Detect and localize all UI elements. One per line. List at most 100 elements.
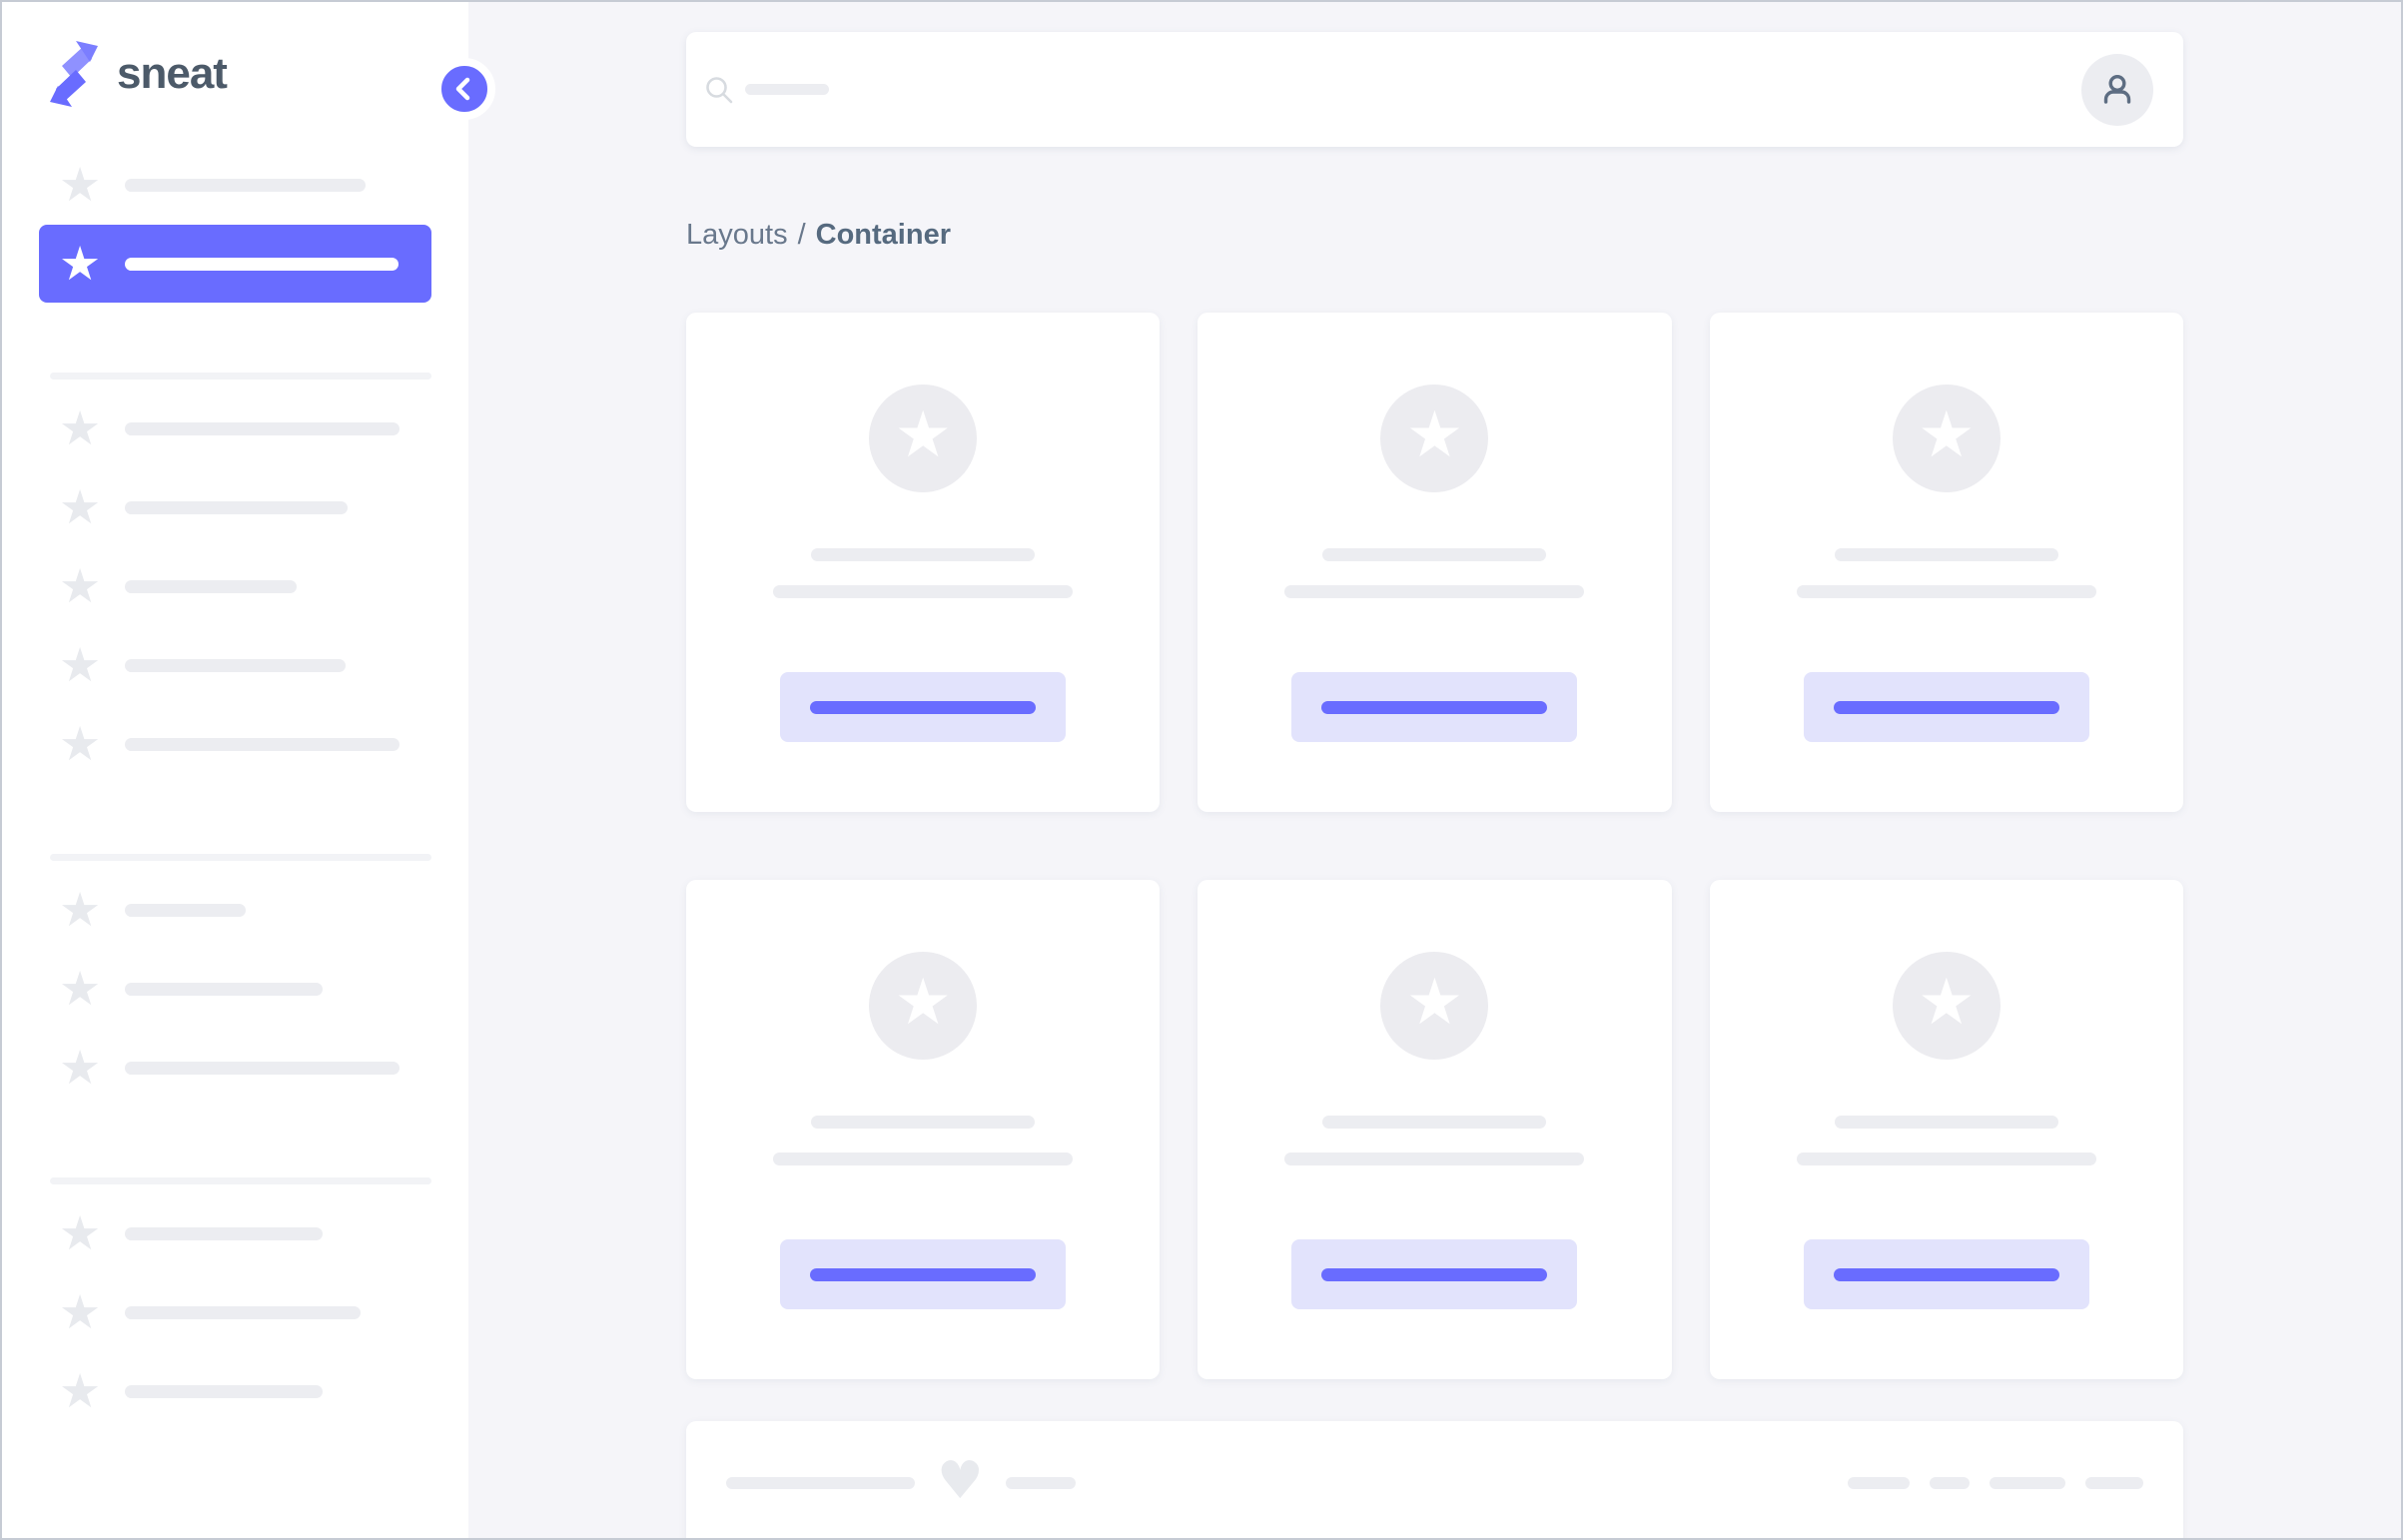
bottom-card: ♥ (686, 1421, 2183, 1538)
breadcrumb-separator: / (797, 219, 806, 251)
skeleton-button-label-bar (1833, 700, 2059, 714)
skeleton-text-bar (1005, 1477, 1076, 1489)
breadcrumb-parent[interactable]: Layouts (686, 219, 788, 251)
skeleton-title-bar (1322, 548, 1547, 561)
star-icon: ★ (1918, 398, 1976, 472)
skeleton-card: ★ (1198, 313, 1672, 812)
breadcrumb: Layouts / Container (686, 219, 2183, 252)
skeleton-button[interactable] (780, 672, 1067, 742)
skeleton-button[interactable] (780, 1239, 1067, 1309)
skeleton-button-label-bar (1321, 1267, 1548, 1281)
sidebar-menu-item[interactable]: ★ (39, 1273, 431, 1352)
sidebar-menu-item[interactable]: ★ (39, 626, 431, 705)
skeleton-card: ★ (1709, 313, 2183, 812)
sidebar-menu-item[interactable]: ★ (39, 225, 431, 303)
skeleton-label-bar (125, 1385, 323, 1398)
sidebar-menu-item[interactable]: ★ (39, 146, 431, 225)
star-icon: ★ (58, 1206, 102, 1261)
sidebar-menu-item[interactable]: ★ (39, 547, 431, 626)
skeleton-button-label-bar (1833, 1267, 2059, 1281)
sidebar-menu-item[interactable]: ★ (39, 1194, 431, 1273)
sidebar-menu-item[interactable]: ★ (50, 373, 431, 380)
star-icon: ★ (58, 236, 102, 292)
sidebar-menu-item[interactable]: ★ (39, 1352, 431, 1431)
skeleton-button-label-bar (810, 700, 1037, 714)
skeleton-label-bar (125, 257, 399, 271)
star-avatar: ★ (1380, 385, 1489, 492)
skeleton-card: ★ (1198, 880, 1672, 1379)
star-icon: ★ (58, 883, 102, 938)
search-input-placeholder-bar[interactable] (745, 84, 829, 95)
sidebar-menu-item[interactable]: ★ (50, 854, 431, 861)
skeleton-subtitle-bar (1796, 1153, 2096, 1165)
star-icon: ★ (894, 966, 952, 1040)
chevron-left-icon (455, 77, 470, 101)
star-icon: ★ (58, 1364, 102, 1419)
skeleton-button[interactable] (1291, 672, 1578, 742)
skeleton-label-bar (125, 501, 348, 514)
star-avatar: ★ (1892, 952, 2001, 1060)
skeleton-card: ★ (686, 313, 1161, 812)
star-avatar: ★ (869, 952, 978, 1060)
sidebar-menu-item[interactable]: ★ (39, 468, 431, 547)
skeleton-button[interactable] (1291, 1239, 1578, 1309)
skeleton-label-bar (125, 1306, 361, 1319)
skeleton-title-bar (811, 1116, 1036, 1129)
star-icon: ★ (58, 638, 102, 693)
sidebar-menu-item[interactable]: ★ (39, 389, 431, 468)
skeleton-label-bar (125, 1227, 323, 1240)
skeleton-title-bar (1834, 548, 2058, 561)
heart-icon[interactable]: ♥ (937, 1451, 984, 1511)
star-icon: ★ (58, 1041, 102, 1096)
sidebar-menu-item[interactable]: ★ (39, 950, 431, 1029)
skeleton-subtitle-bar (773, 1153, 1074, 1165)
skeleton-subtitle-bar (773, 585, 1074, 598)
skeleton-label-bar (125, 983, 323, 996)
star-icon: ★ (1918, 966, 1976, 1040)
sidebar-menu-item[interactable]: ★ (39, 1029, 431, 1108)
skeleton-subtitle-bar (1284, 585, 1585, 598)
sidebar-menu-item[interactable]: ★ (39, 705, 431, 784)
skeleton-card: ★ (1709, 880, 2183, 1379)
skeleton-pagination-dash[interactable] (1930, 1477, 1970, 1489)
star-icon: ★ (1405, 398, 1464, 472)
top-navbar (686, 32, 2183, 147)
skeleton-button[interactable] (1803, 1239, 2089, 1309)
skeleton-pagination-dash[interactable] (1848, 1477, 1910, 1489)
sidebar-menu: ★ ★ ★ ★ ★ ★ ★ ★ (39, 146, 431, 1431)
star-icon: ★ (58, 480, 102, 535)
star-icon: ★ (58, 158, 102, 213)
user-avatar[interactable] (2081, 53, 2153, 126)
skeleton-label-bar (125, 580, 297, 593)
star-icon: ★ (58, 1285, 102, 1340)
skeleton-pagination-dash[interactable] (1990, 1477, 2065, 1489)
skeleton-label-bar (125, 738, 400, 751)
star-icon: ★ (1405, 966, 1464, 1040)
star-avatar: ★ (1380, 952, 1489, 1060)
sneat-logo-icon (50, 41, 98, 107)
skeleton-pagination-dash[interactable] (2085, 1477, 2143, 1489)
skeleton-label-bar (125, 659, 346, 672)
cards-grid: ★ ★ (686, 313, 2183, 1379)
skeleton-text-bar (726, 1477, 915, 1489)
sidebar-menu-item[interactable]: ★ (50, 1177, 431, 1184)
skeleton-button-label-bar (810, 1267, 1037, 1281)
skeleton-title-bar (1834, 1116, 2058, 1129)
skeleton-title-bar (811, 548, 1036, 561)
sidebar-menu-item[interactable]: ★ (39, 871, 431, 950)
brand-name: sneat (117, 49, 228, 98)
skeleton-label-bar (125, 904, 246, 917)
star-icon: ★ (58, 401, 102, 456)
skeleton-card: ★ (686, 880, 1161, 1379)
star-icon: ★ (58, 962, 102, 1017)
star-icon: ★ (58, 559, 102, 614)
star-icon: ★ (58, 717, 102, 772)
search-icon[interactable] (704, 75, 734, 105)
brand[interactable]: sneat (2, 2, 468, 146)
star-avatar: ★ (1892, 385, 2001, 492)
skeleton-button[interactable] (1803, 672, 2089, 742)
star-icon: ★ (894, 398, 952, 472)
sidebar: sneat ★ ★ ★ ★ ★ (2, 2, 495, 1538)
sidebar-collapse-button[interactable] (433, 58, 495, 120)
